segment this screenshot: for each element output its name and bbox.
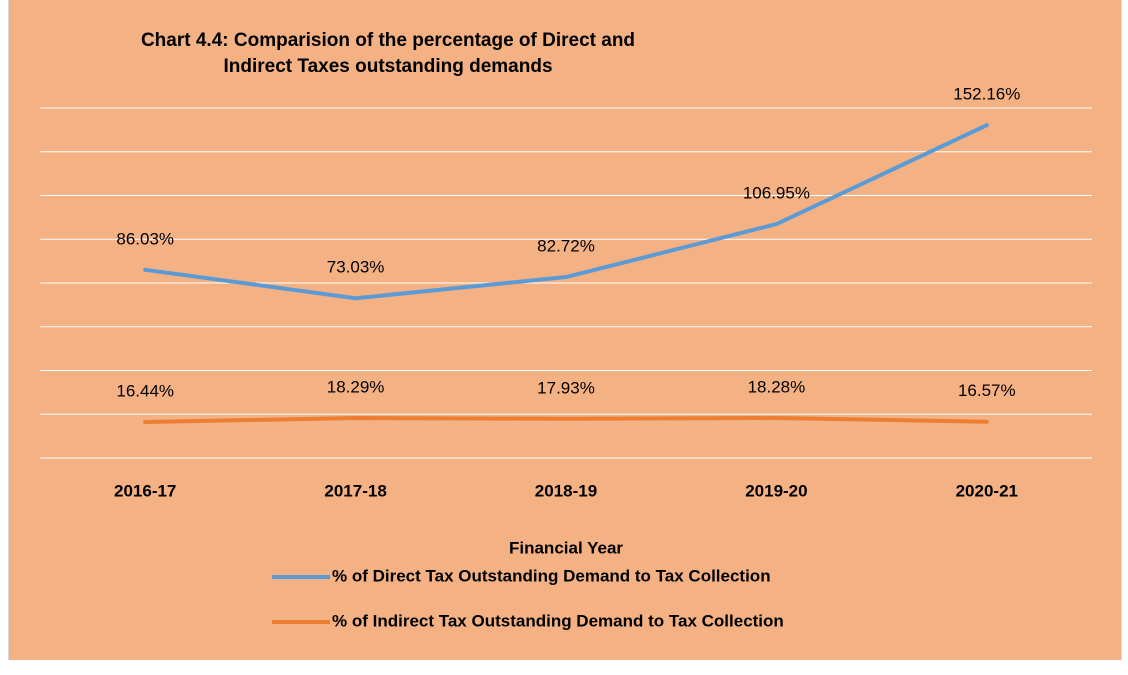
data-label: 17.93% (537, 378, 595, 397)
data-label: 73.03% (327, 258, 385, 277)
x-tick-label: 2017-18 (324, 481, 386, 500)
data-label: 106.95% (743, 184, 810, 203)
data-label: 152.16% (953, 85, 1020, 104)
data-label: 16.57% (958, 381, 1016, 400)
data-label: 82.72% (537, 237, 595, 256)
data-label: 18.28% (748, 377, 806, 396)
x-tick-label: 2020-21 (956, 481, 1018, 500)
legend-label: % of Direct Tax Outstanding Demand to Ta… (332, 566, 771, 585)
data-label: 18.29% (327, 377, 385, 396)
series-line (143, 415, 989, 425)
chart-area (8, 0, 1122, 660)
x-axis-title: Financial Year (509, 538, 623, 557)
x-tick-label: 2019-20 (745, 481, 807, 500)
chart-title: Chart 4.4: Comparision of the percentage… (140, 30, 636, 77)
series-line (143, 123, 989, 301)
x-tick-label: 2018-19 (535, 481, 597, 500)
data-label: 16.44% (116, 382, 174, 401)
data-label: 86.03% (116, 229, 174, 248)
legend-label: % of Indirect Tax Outstanding Demand to … (332, 611, 784, 630)
x-tick-label: 2016-17 (114, 481, 176, 500)
